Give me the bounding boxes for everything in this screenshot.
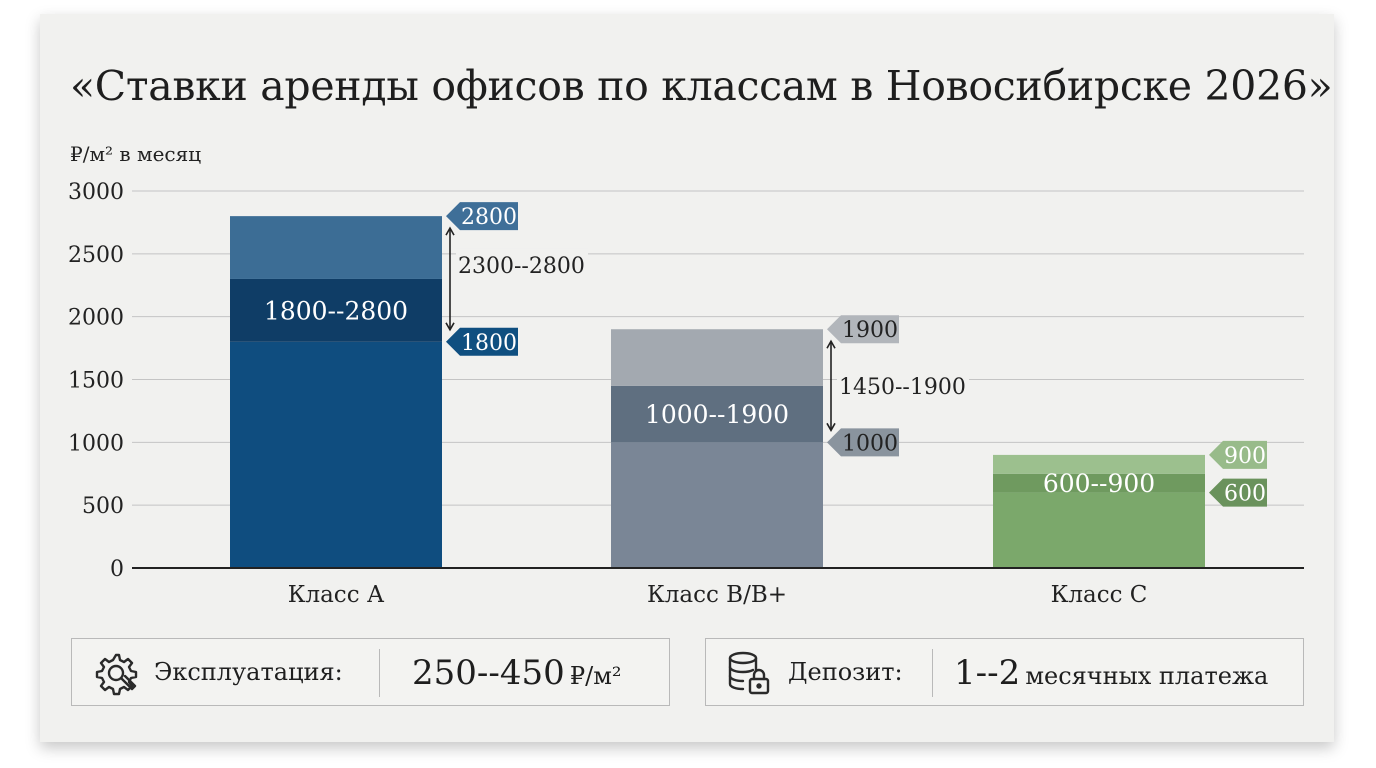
divider <box>379 649 380 697</box>
y-tick-label: 2500 <box>68 243 124 268</box>
span-arrow-head <box>445 226 455 236</box>
bar-top-2 <box>611 329 823 386</box>
bar-top-3 <box>993 454 1205 474</box>
maintenance-label: Эксплуатация: <box>154 658 343 686</box>
bar-top-1 <box>230 216 442 279</box>
bar-band-2 <box>611 385 823 443</box>
y-tick-label: 1000 <box>68 431 124 456</box>
maintenance-box: Эксплуатация: 250--450 ₽/м² <box>71 638 670 706</box>
y-tick-label: 3000 <box>68 180 124 205</box>
bar-band-3 <box>993 473 1205 493</box>
deposit-label: Депозит: <box>788 658 903 686</box>
y-tick-label: 0 <box>110 557 124 582</box>
x-tick-label: Класс B/B+ <box>647 582 787 608</box>
min-value-label: 600 <box>1224 482 1266 507</box>
span-arrow-head <box>826 422 836 432</box>
database-lock-icon <box>726 649 774 701</box>
span-arrow-head <box>826 339 836 349</box>
span-label: 2300--2800 <box>458 254 585 279</box>
y-tick-label: 1500 <box>68 369 124 394</box>
gear-wrench-icon <box>92 649 140 701</box>
bar-range-label: 600--900 <box>1043 469 1155 498</box>
min-value-tag <box>1209 478 1267 507</box>
bar-range-label: 1000--1900 <box>645 400 789 429</box>
y-tick-label: 500 <box>82 494 124 519</box>
bar-base-3 <box>993 492 1205 568</box>
bar-band-1 <box>230 278 442 342</box>
min-value-label: 1000 <box>842 431 898 456</box>
bar-base-1 <box>230 341 442 568</box>
deposit-value: 1--2 месячных платежа <box>954 653 1269 693</box>
x-tick-label: Класс А <box>288 582 385 608</box>
min-value-tag <box>446 327 518 356</box>
max-value-tag <box>446 202 518 231</box>
deposit-box: Депозит: 1--2 месячных платежа <box>705 638 1304 706</box>
min-value-label: 1800 <box>461 331 517 356</box>
span-arrow-head <box>445 322 455 332</box>
bar-chart: ₽/м² в месяц 0 500 1000 1500 2000 2500 3000 1800… <box>68 142 1304 608</box>
chart-title: «Ставки аренды офисов по классам в Новос… <box>70 62 1333 110</box>
divider <box>932 649 933 697</box>
y-axis-label: ₽/м² в месяц <box>70 142 201 166</box>
max-value-tag <box>827 315 899 344</box>
max-value-label: 900 <box>1224 444 1266 469</box>
span-label-bg <box>837 369 969 398</box>
span-label: 1450--1900 <box>839 375 966 400</box>
x-tick-label: Класс C <box>1051 582 1148 608</box>
max-value-label: 1900 <box>842 318 898 343</box>
max-value-tag <box>1209 440 1267 469</box>
maintenance-value: 250--450 ₽/м² <box>412 653 622 693</box>
span-label-bg <box>456 248 588 277</box>
bar-base-2 <box>611 442 823 568</box>
bar-range-label: 1800--2800 <box>264 296 408 325</box>
max-value-label: 2800 <box>461 205 517 230</box>
y-tick-label: 2000 <box>68 306 124 331</box>
min-value-tag <box>827 428 899 457</box>
